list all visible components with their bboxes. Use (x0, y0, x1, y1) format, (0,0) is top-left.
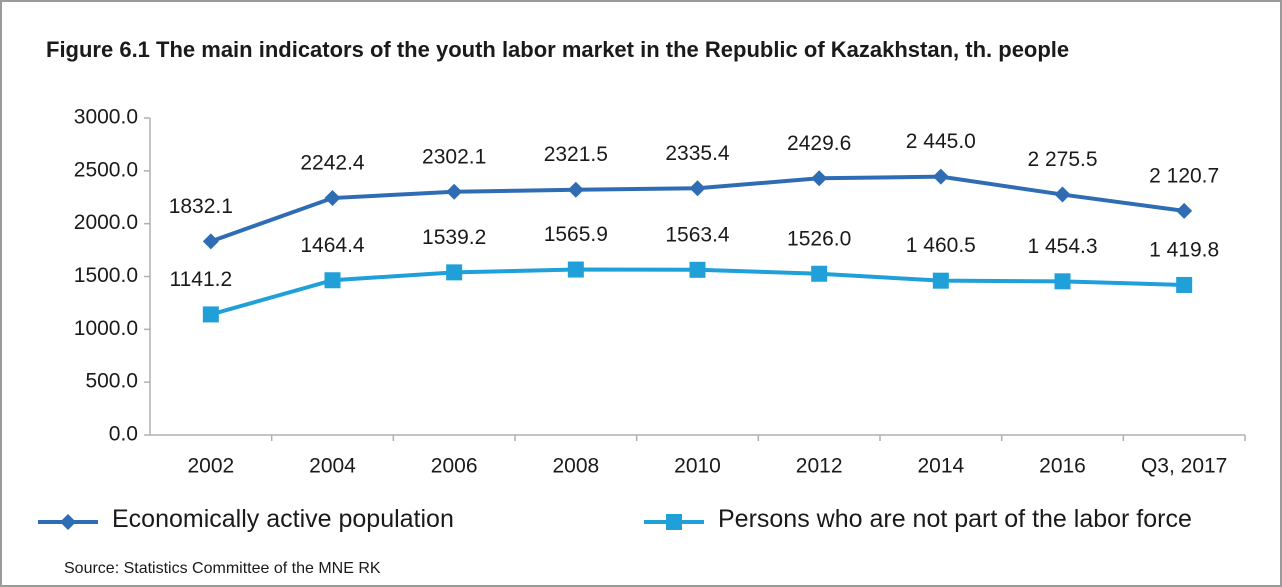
legend-marker (666, 514, 682, 530)
marker (811, 265, 828, 282)
marker (1054, 186, 1071, 203)
marker (567, 181, 584, 198)
source-note: Source: Statistics Committee of the MNE … (64, 560, 381, 577)
legend-label: Economically active population (112, 505, 454, 533)
x-tick-label: 2010 (674, 455, 721, 478)
x-tick-label: 2002 (187, 455, 234, 478)
data-label: 2242.4 (300, 152, 365, 175)
marker (932, 272, 949, 289)
legend-label: Persons who are not part of the labor fo… (718, 505, 1192, 533)
y-tick-label: 500.0 (85, 370, 138, 393)
x-tick-label: 2016 (1039, 455, 1086, 478)
data-label: 1 460.5 (906, 234, 976, 257)
x-tick-label: 2012 (796, 455, 843, 478)
marker (446, 183, 463, 200)
marker (324, 272, 341, 289)
marker (202, 233, 219, 250)
marker (202, 306, 219, 323)
legend-marker (60, 514, 76, 530)
x-tick-label: 2008 (552, 455, 599, 478)
data-label: 1141.2 (169, 268, 232, 291)
marker (1176, 276, 1193, 293)
legend-item: Economically active population (36, 505, 454, 534)
y-tick-label: 3000.0 (74, 106, 138, 129)
legend-swatch (38, 514, 98, 530)
data-label: 1464.4 (300, 234, 365, 257)
marker (446, 264, 463, 281)
data-label: 1832.1 (169, 195, 233, 218)
data-label: 1565.9 (544, 223, 608, 246)
x-tick-label: 2006 (431, 455, 478, 478)
marker (689, 261, 706, 278)
marker (324, 190, 341, 207)
marker (811, 170, 828, 187)
data-label: 1539.2 (422, 226, 486, 249)
y-tick-label: 1500.0 (74, 264, 138, 287)
chart-title: Figure 6.1 The main indicators of the yo… (46, 37, 1070, 62)
legend-item: Persons who are not part of the labor fo… (642, 505, 1192, 534)
y-tick-label: 0.0 (109, 423, 138, 446)
data-label: 2335.4 (665, 142, 730, 165)
data-label: 2 445.0 (906, 130, 976, 153)
marker (932, 168, 949, 185)
y-tick-label: 2000.0 (74, 211, 138, 234)
data-label: 2302.1 (422, 145, 486, 168)
marker (689, 180, 706, 197)
legend-swatch (644, 514, 704, 530)
marker (567, 261, 584, 278)
data-label: 2 275.5 (1027, 148, 1097, 171)
data-label: 1526.0 (787, 227, 851, 250)
x-tick-label: Q3, 2017 (1141, 455, 1227, 478)
data-label: 2 120.7 (1149, 164, 1219, 187)
marker (1054, 273, 1071, 290)
y-tick-label: 1000.0 (74, 317, 138, 340)
marker (1176, 202, 1193, 219)
data-label: 1563.4 (665, 223, 730, 246)
data-label: 2321.5 (544, 143, 608, 166)
data-label: 2429.6 (787, 132, 851, 155)
data-label: 1 419.8 (1149, 239, 1219, 262)
data-label: 1 454.3 (1027, 235, 1097, 258)
x-tick-label: 2014 (917, 455, 964, 478)
y-tick-label: 2500.0 (74, 158, 138, 181)
x-tick-label: 2004 (309, 455, 356, 478)
